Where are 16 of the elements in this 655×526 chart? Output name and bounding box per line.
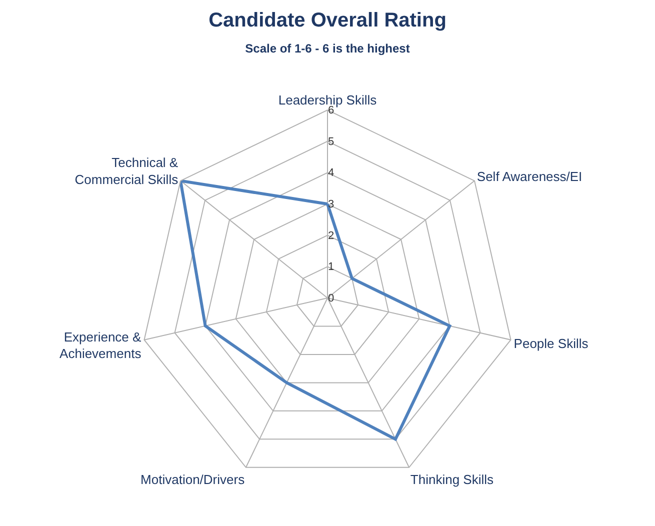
- spoke-label: Technical & Commercial Skills: [74, 155, 179, 187]
- spoke-label: People Skills: [514, 336, 589, 351]
- y-tick-label: 4: [328, 167, 334, 180]
- y-tick-label: 6: [328, 104, 334, 117]
- spoke-label: Leadership Skills: [278, 92, 378, 108]
- spoke-label: Thinking Skills: [410, 472, 494, 487]
- chart-subtitle: Scale of 1-6 - 6 is the highest: [245, 41, 410, 56]
- chart-title: Candidate Overall Rating: [208, 9, 446, 32]
- y-tick-label: 5: [328, 136, 334, 148]
- y-tick-label: 1: [328, 261, 334, 274]
- spoke-label: Experience & Achievements: [60, 329, 142, 362]
- spoke-label: Self Awareness/EI: [476, 168, 582, 184]
- y-tick-label: 3: [328, 198, 334, 211]
- y-tick-label: 2: [328, 230, 334, 242]
- y-tick-label: 0: [328, 292, 334, 305]
- spoke-label: Motivation/Drivers: [140, 472, 246, 487]
